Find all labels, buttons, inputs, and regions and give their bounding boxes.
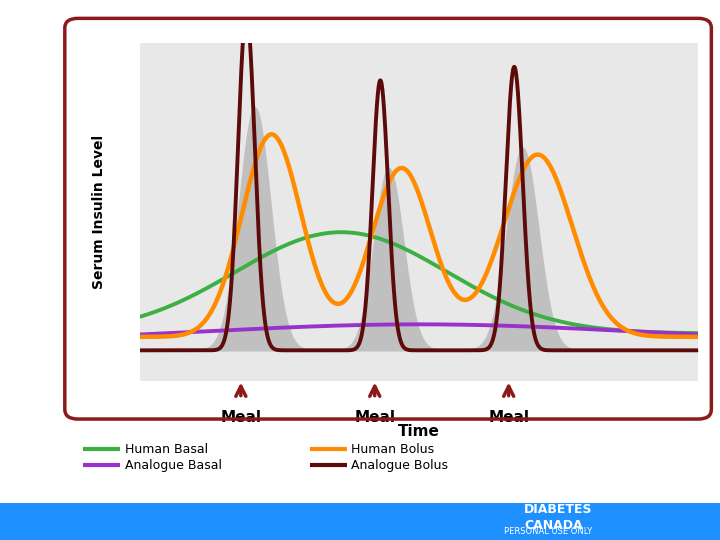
Text: Time: Time xyxy=(398,424,440,440)
Text: Meal: Meal xyxy=(220,410,261,426)
Text: Analogue Bolus: Analogue Bolus xyxy=(351,459,449,472)
Text: Serum Insulin Level: Serum Insulin Level xyxy=(91,135,106,289)
Text: PERSONAL USE ONLY: PERSONAL USE ONLY xyxy=(504,526,593,536)
Text: Human Bolus: Human Bolus xyxy=(351,443,434,456)
Text: Human Basal: Human Basal xyxy=(125,443,207,456)
Text: Analogue Basal: Analogue Basal xyxy=(125,459,222,472)
Text: DIABETES
CANADA: DIABETES CANADA xyxy=(524,503,593,532)
Text: Meal: Meal xyxy=(354,410,395,426)
Text: Meal: Meal xyxy=(488,410,529,426)
